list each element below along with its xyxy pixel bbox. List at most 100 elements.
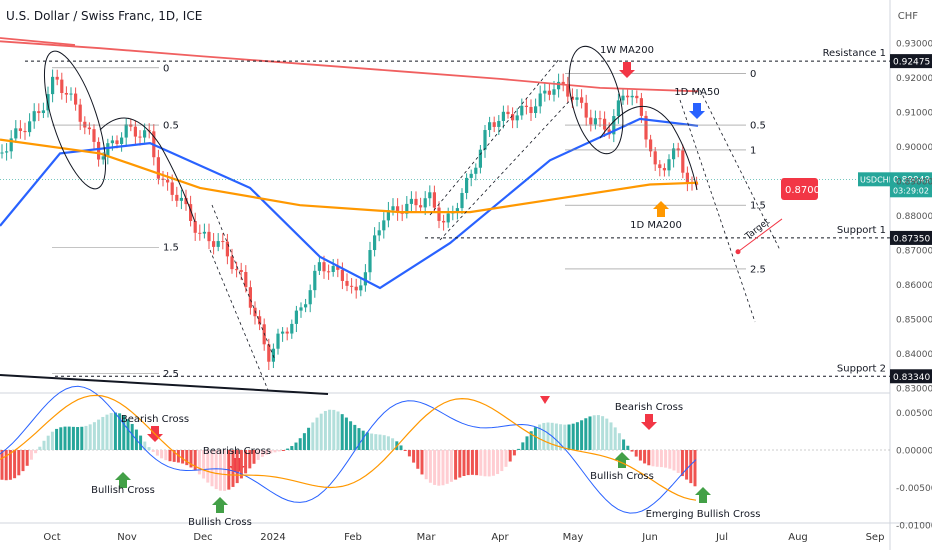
cross-label: Bullish Cross [188,517,252,528]
histogram-bar [563,424,567,450]
candle-body [216,241,220,247]
candle-body [87,127,91,130]
histogram-bar [630,450,634,452]
histogram-bar [496,450,500,475]
histogram-bar [391,438,395,450]
price-tick-label: 0.87000 [896,247,932,257]
ma-label: 1D MA50 [674,87,719,98]
candle-body [41,110,45,114]
histogram-bar [437,450,441,486]
candle-body [184,197,188,205]
candle-body [235,269,239,271]
histogram-bar [370,433,374,450]
histogram-bar [71,426,75,450]
ma-label: 1W MA200 [600,45,654,56]
candle-body [340,269,344,281]
histogram-bar [647,450,651,466]
candle-body [115,140,119,144]
histogram-bar [559,424,563,450]
histogram-bar [596,415,600,450]
histogram-bar [529,431,533,450]
x-tick-label: Aug [788,532,808,543]
candle-body [497,120,501,127]
cross-label: Bullish Cross [590,471,654,482]
histogram-bar [571,423,575,450]
histogram-bar [55,428,59,450]
histogram-bar [155,450,159,456]
histogram-bar [281,450,285,451]
histogram-bar [323,410,327,450]
histogram-bar [76,427,80,450]
candle-body [419,205,423,208]
fib-label: 2.5 [750,264,766,275]
indicator-tick-label: 0.00000 [896,447,932,457]
histogram-bar [101,416,105,450]
candle-body [179,197,183,201]
histogram-bar [399,445,403,450]
histogram-bar [307,427,311,450]
fib-label: 1.5 [750,201,766,212]
ma-1d-50-line [0,117,699,290]
candle-body [492,122,496,127]
candle-body [400,212,404,214]
candle-body [166,179,170,183]
histogram-bar [97,419,101,450]
candle-body [285,331,289,334]
candle-body [414,198,418,206]
level-tag: 0.83340 [893,373,930,383]
candle-body [391,206,395,211]
candle-body [202,231,206,234]
candle-body [294,310,298,324]
channel-line [699,89,781,251]
candle-body [658,164,662,169]
level-tag-bg [890,369,932,384]
candle-body [101,156,105,160]
indicator-tick-label: 0.00500 [896,409,932,419]
candle-body [345,280,349,286]
histogram-bar [622,439,626,450]
histogram-bar [63,426,67,450]
cross-label: Bearish Cross [121,414,189,425]
candle-body [363,272,367,286]
candle-body [9,138,13,152]
candle-body [557,81,561,90]
x-tick-label: May [563,532,584,543]
histogram-bar [231,450,235,487]
candle-body [322,262,326,272]
histogram-bar [424,450,428,480]
candle-body [639,98,643,116]
histogram-bar [365,432,369,450]
histogram-bar [538,424,542,450]
price-tick-label: 0.83000 [896,385,932,395]
histogram-bar [252,450,256,464]
histogram-bar [659,450,663,468]
histogram-bar [0,450,4,480]
candle-body [511,114,515,121]
candle-body [373,235,377,251]
histogram-bar [361,430,365,450]
histogram-bar [235,450,239,484]
histogram-bar [181,450,185,464]
countdown-tag: 03:29:02 [893,186,929,195]
indicator-tick-label: -0.00500 [896,484,932,494]
histogram-bar [176,450,180,463]
candle-body [593,118,597,125]
candle-body [317,262,321,271]
histogram-bar [512,450,516,456]
candle-body [469,173,473,178]
candle-body [524,105,528,107]
histogram-bar [487,450,491,477]
histogram-bar [143,441,147,450]
candle-body [110,140,114,144]
target-point [735,249,741,255]
histogram-bar [575,422,579,450]
candle-body [552,89,556,95]
histogram-bar [302,433,306,450]
histogram-bar [244,450,248,474]
histogram-bar [580,420,584,450]
price-tick-label: 0.91000 [896,109,932,119]
histogram-bar [433,450,437,485]
cross-label: Bullish Cross [91,485,155,496]
histogram-bar [126,419,130,450]
